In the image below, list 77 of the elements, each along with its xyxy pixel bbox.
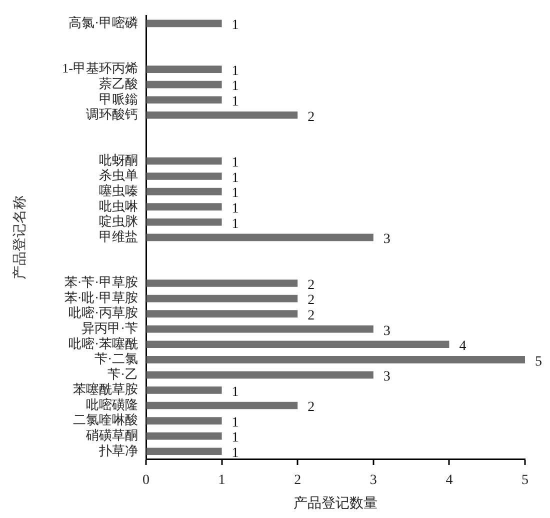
bar: [146, 371, 374, 379]
x-tick-label: 5: [522, 473, 528, 488]
bar: [146, 218, 222, 226]
bar: [146, 325, 374, 333]
y-tick-label: 苄·乙: [108, 366, 138, 382]
y-tick-label: 二氯喹啉酸: [73, 412, 138, 428]
data-label: 1: [232, 202, 239, 217]
x-tick-label: 3: [370, 473, 377, 488]
data-label: 5: [535, 354, 542, 370]
y-tick-label: 吡嘧·丙草胺: [68, 305, 138, 320]
data-label: 1: [232, 446, 239, 462]
data-label: 1: [232, 170, 239, 186]
x-tick-label: 2: [294, 473, 302, 488]
bar: [146, 157, 222, 165]
y-tick-label: 吡蚜酮: [99, 152, 138, 168]
bar: [146, 402, 298, 410]
data-label: 1: [232, 64, 239, 79]
data-label: 3: [383, 324, 390, 339]
bar: [146, 356, 525, 364]
y-tick-label: 异丙甲·苄: [82, 320, 138, 336]
y-tick-label: 扑草净: [98, 442, 138, 458]
y-tick-label: 吡虫啉: [99, 198, 138, 214]
data-label: 1: [232, 156, 239, 171]
bar: [146, 448, 222, 456]
data-label: 2: [308, 400, 315, 416]
x-axis-title: 产品登记数量: [294, 495, 378, 512]
data-label: 2: [308, 110, 315, 125]
x-tick-label: 4: [446, 473, 453, 488]
data-label: 1: [232, 79, 239, 94]
bar: [146, 310, 298, 318]
bar: [146, 172, 222, 180]
data-label: 1: [232, 415, 239, 430]
y-tick-label: 啶虫脒: [99, 214, 138, 229]
data-label: 1: [232, 430, 239, 446]
x-tick-label: 1: [218, 473, 226, 488]
y-tick-label: 高氯·甲嘧磷: [68, 14, 138, 30]
bar: [146, 386, 222, 394]
data-label: 3: [383, 232, 390, 248]
y-tick-label: 苯·苄·甲草胺: [64, 274, 138, 290]
y-tick-label: 甲哌鎓: [99, 91, 138, 106]
y-tick-label: 吡嘧磺隆: [86, 396, 138, 412]
bar: [146, 96, 222, 104]
bar: [146, 66, 222, 73]
data-label: 1: [232, 94, 239, 110]
y-tick-label: 苄·二氯: [94, 351, 138, 366]
y-tick-label: 吡嘧·苯噻酰: [68, 336, 138, 351]
y-tick-label: 噻虫嗪: [99, 182, 138, 198]
data-label: 1: [232, 186, 239, 202]
bar: [146, 80, 222, 88]
bar: [146, 203, 222, 211]
data-label: 3: [383, 370, 390, 385]
bar: [146, 188, 222, 196]
data-label: 2: [308, 308, 315, 324]
bar: [146, 234, 374, 242]
data-label: 1: [232, 216, 239, 232]
y-tick-label: 甲维盐: [99, 228, 138, 244]
data-label: 2: [308, 293, 315, 308]
y-tick-label: 调环酸钙: [86, 106, 138, 122]
bar: [146, 20, 222, 28]
x-tick-label: 0: [142, 473, 150, 488]
bar: [146, 294, 298, 302]
bar: [146, 432, 222, 440]
y-tick-label: 苯·吡·甲草胺: [64, 290, 138, 305]
y-tick-label: 1-甲基环丙烯: [62, 60, 138, 76]
data-label: 2: [308, 278, 315, 293]
y-tick-label: 硝磺草酮: [85, 428, 138, 442]
bar: [146, 340, 450, 348]
y-tick-label: 萘乙酸: [99, 76, 138, 91]
y-tick-label: 杀虫单: [99, 168, 138, 183]
bar: [146, 417, 222, 424]
y-tick-label: 苯噻酰草胺: [73, 382, 138, 397]
y-axis-title: 产品登记名称: [12, 195, 28, 280]
bar: [146, 111, 298, 119]
bar: [146, 280, 298, 287]
data-label: 4: [459, 339, 466, 354]
data-label: 1: [232, 18, 239, 34]
data-label: 1: [232, 384, 239, 400]
